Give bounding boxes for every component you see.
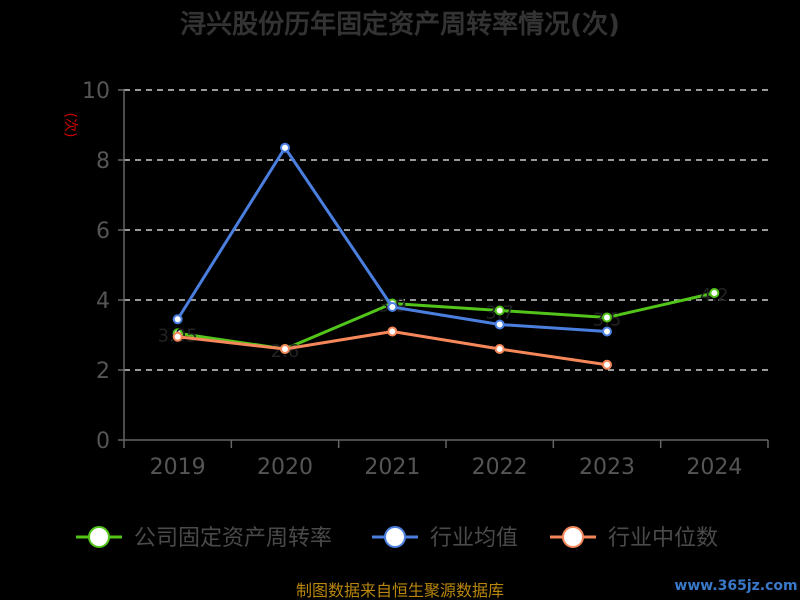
data-label: 3.7 [485, 303, 514, 324]
data-point [172, 314, 183, 325]
data-point [709, 288, 720, 298]
data-point [387, 326, 398, 337]
data-label: 3.5 [593, 310, 622, 331]
y-tick-label: 4 [96, 289, 110, 314]
x-tick-label: 2022 [472, 455, 528, 480]
legend-label: 行业中位数 [608, 526, 718, 551]
data-point [602, 359, 612, 370]
data-point [172, 331, 183, 342]
y-axis-unit: (次) [62, 113, 78, 138]
data-point [280, 344, 290, 354]
legend-marker [88, 526, 110, 548]
x-tick-label: 2021 [364, 455, 420, 480]
y-tick-label: 10 [82, 79, 110, 104]
x-tick-label: 2024 [686, 455, 742, 480]
y-tick-labels: 0 2 4 6 8 10 [82, 79, 110, 454]
legend: 公司固定资产周转率 行业均值 行业中位数 [76, 526, 718, 551]
y-tick-label: 6 [96, 219, 110, 244]
data-point [602, 326, 612, 337]
legend-label: 行业均值 [430, 526, 518, 551]
data-label: 4.2 [700, 285, 729, 306]
series-group: 3.052.63.93.73.54.2 [158, 142, 729, 370]
y-tick-label: 2 [96, 359, 110, 384]
axes [118, 89, 769, 448]
data-point [494, 344, 505, 354]
legend-marker [384, 526, 406, 548]
x-tick-labels: 2019 2020 2021 2022 2023 2024 [150, 455, 743, 480]
data-source-note: 制图数据来自恒生聚源数据库 [296, 581, 504, 600]
legend-label: 公司固定资产周转率 [134, 526, 332, 551]
chart-title: 浔兴股份历年固定资产周转率情况(次) [180, 9, 620, 40]
data-point [387, 302, 398, 312]
data-point [494, 305, 505, 316]
y-tick-label: 8 [96, 149, 110, 174]
data-point [494, 319, 505, 330]
y-tick-label: 0 [96, 429, 110, 454]
watermark: www.365jz.com [674, 578, 797, 594]
gridlines [124, 89, 768, 371]
data-point [602, 312, 612, 323]
data-point [280, 142, 290, 153]
x-tick-label: 2019 [150, 455, 206, 480]
x-tick-label: 2020 [257, 455, 313, 480]
x-tick-label: 2023 [579, 455, 635, 480]
legend-marker [562, 526, 584, 548]
